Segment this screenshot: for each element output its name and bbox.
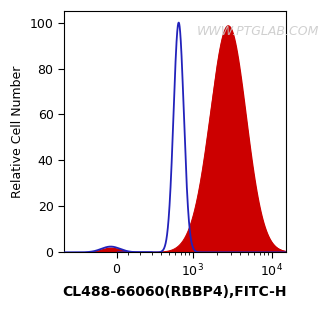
X-axis label: CL488-66060(RBBP4),FITC-H: CL488-66060(RBBP4),FITC-H (63, 285, 287, 299)
Text: WWW.PTGLAB.COM: WWW.PTGLAB.COM (197, 25, 319, 38)
Y-axis label: Relative Cell Number: Relative Cell Number (11, 65, 24, 198)
